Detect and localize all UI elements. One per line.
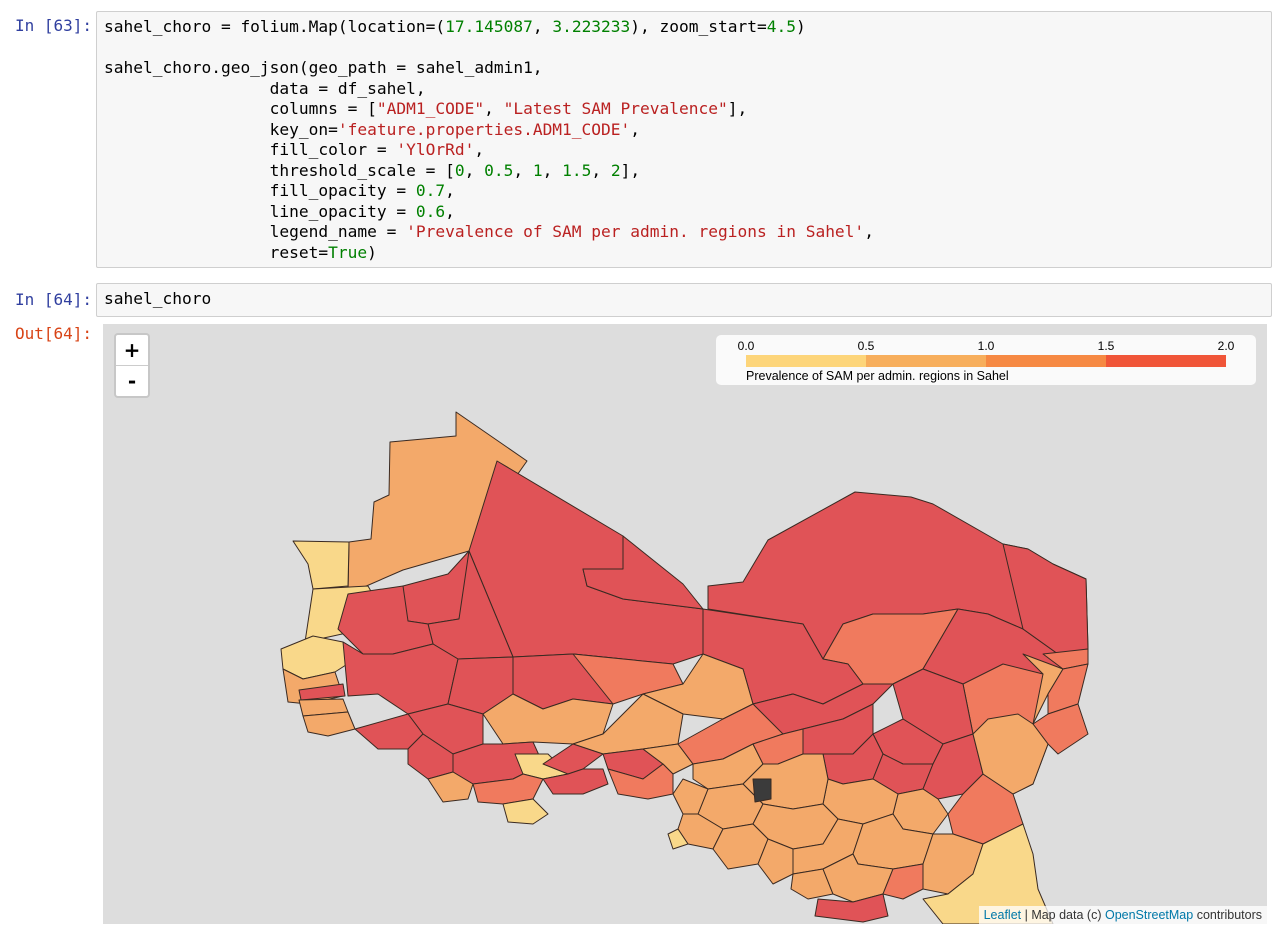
code-token: sahel_choro.geo_json(geo_path = sahel_ad… (104, 58, 543, 77)
code-token: ) (367, 242, 377, 262)
choropleth-regions[interactable] (103, 324, 1267, 924)
code-token: True (328, 242, 368, 262)
code-token: columns = [ (104, 99, 377, 118)
code-token: 4.5 (766, 17, 796, 36)
zoom-control: + - (114, 333, 150, 398)
region-nigeria-lagos[interactable] (667, 828, 689, 850)
attribution-suffix: contributors (1193, 908, 1262, 922)
code-token: 2 (610, 160, 621, 180)
region-benin-south[interactable] (607, 763, 674, 800)
code-cell-64[interactable]: sahel_choro (96, 283, 1272, 317)
legend-tick: 1.0 (977, 339, 995, 353)
legend-color-bin (1106, 355, 1226, 367)
attribution-text: | Map data (c) (1021, 908, 1105, 922)
region-chad-guera[interactable] (972, 713, 1049, 795)
region-benin-north[interactable] (642, 743, 694, 775)
code-token: legend_name = (104, 222, 407, 241)
leaflet-link[interactable]: Leaflet (983, 908, 1022, 922)
region-cameroon-south[interactable] (814, 893, 889, 923)
code-token: threshold_scale = [ (104, 160, 455, 180)
region-burkina-east[interactable] (642, 653, 754, 720)
legend-caption: Prevalence of SAM per admin. regions in … (746, 369, 1009, 383)
region-chad-wadi-fira[interactable] (1047, 663, 1089, 715)
code-token: line_opacity = (104, 201, 416, 221)
region-ghana-upper-west[interactable] (542, 743, 604, 775)
code-token: 0 (454, 160, 465, 180)
code-token: , (864, 222, 874, 241)
code-token: ], (727, 99, 748, 118)
zoom-out-button[interactable]: - (127, 369, 137, 393)
code-token: 0.7 (415, 181, 446, 200)
legend-color-bin (746, 355, 866, 367)
legend-color-bin (986, 355, 1106, 367)
code-token: 'YlOrRd' (396, 140, 475, 159)
region-nigeria-delta[interactable] (790, 868, 834, 900)
zoom-in-button[interactable]: + (116, 335, 148, 366)
region-nigeria-akwa[interactable] (882, 863, 924, 900)
code-token: "Latest SAM Prevalence" (503, 99, 728, 118)
code-token: data = df_sahel, (104, 78, 426, 98)
code-token: 0.6 (415, 201, 446, 221)
code-token: 'feature.properties.ADM1_CODE' (337, 119, 631, 139)
openstreetmap-link[interactable]: OpenStreetMap (1104, 908, 1194, 922)
code-token: , (591, 160, 611, 180)
region-guinea-bissau[interactable] (302, 711, 356, 737)
code-token: , (445, 201, 455, 221)
code-token: sahel_choro = folium.Map(location=( (104, 17, 446, 36)
legend-tick: 0.5 (857, 339, 875, 353)
legend-tick: 2.0 (1217, 339, 1235, 353)
code-token: reset= (104, 242, 329, 262)
code-token: fill_color = (104, 140, 397, 159)
map-legend: 0.0 0.5 1.0 1.5 2.0 Prevalence of SAM pe… (716, 335, 1256, 385)
code-cell-64-source[interactable]: sahel_choro (97, 284, 1271, 315)
code-token: 'Prevalence of SAM per admin. regions in… (406, 222, 865, 241)
cell-63-prompt: In [63]: (14, 16, 92, 35)
code-token: , (484, 99, 504, 118)
code-token: key_on= (104, 119, 338, 139)
region-chad-bet[interactable] (1002, 543, 1089, 655)
region-mauritania-west-coast[interactable] (292, 540, 350, 590)
code-token: 3.223233 (552, 17, 631, 36)
code-token: , (464, 160, 485, 180)
code-token: sahel_choro (104, 289, 212, 308)
region-gambia[interactable] (298, 683, 346, 701)
folium-map[interactable]: + - 0.0 0.5 1.0 1.5 2.0 Prevalence of SA… (103, 324, 1267, 924)
legend-color-bin (866, 355, 986, 367)
region-cote-divoire-north[interactable] (472, 773, 544, 805)
region-nigeria-edo[interactable] (757, 838, 794, 885)
code-token: , (513, 160, 533, 180)
code-token: fill_opacity = (104, 181, 416, 200)
legend-tick: 0.0 (737, 339, 755, 353)
code-token: "ADM1_CODE" (376, 99, 485, 118)
code-token: 1 (532, 160, 543, 180)
code-token: 17.145087 (445, 17, 533, 36)
code-cell-63[interactable]: sahel_choro = folium.Map(location=(17.14… (96, 11, 1272, 268)
code-token: , (542, 160, 563, 180)
code-token: , (445, 181, 455, 200)
region-nigeria-fct[interactable] (752, 778, 772, 803)
cell-64-prompt: In [64]: (14, 290, 92, 309)
region-mali-kayes[interactable] (342, 641, 459, 715)
region-mali-north[interactable] (468, 460, 704, 665)
code-token: 1.5 (562, 160, 592, 180)
code-cell-63-source[interactable]: sahel_choro = folium.Map(location=(17.14… (97, 12, 1271, 268)
region-liberia[interactable] (427, 771, 474, 803)
legend-tick: 1.5 (1097, 339, 1115, 353)
code-token: ], (620, 160, 641, 180)
code-token: , (630, 119, 641, 139)
region-cote-divoire-south[interactable] (502, 798, 549, 825)
region-mali-kidal[interactable] (582, 535, 704, 610)
output-64-prompt: Out[64]: (14, 324, 92, 343)
code-token: 0.5 (484, 160, 514, 180)
code-token: ), zoom_start= (630, 17, 767, 36)
region-cameroon-east[interactable] (922, 823, 1054, 924)
code-token: , (474, 140, 485, 159)
code-token: , (532, 17, 553, 36)
code-token: ) (796, 17, 806, 36)
map-attribution: Leaflet | Map data (c) OpenStreetMap con… (978, 906, 1267, 924)
region-ghana-south[interactable] (542, 768, 609, 795)
